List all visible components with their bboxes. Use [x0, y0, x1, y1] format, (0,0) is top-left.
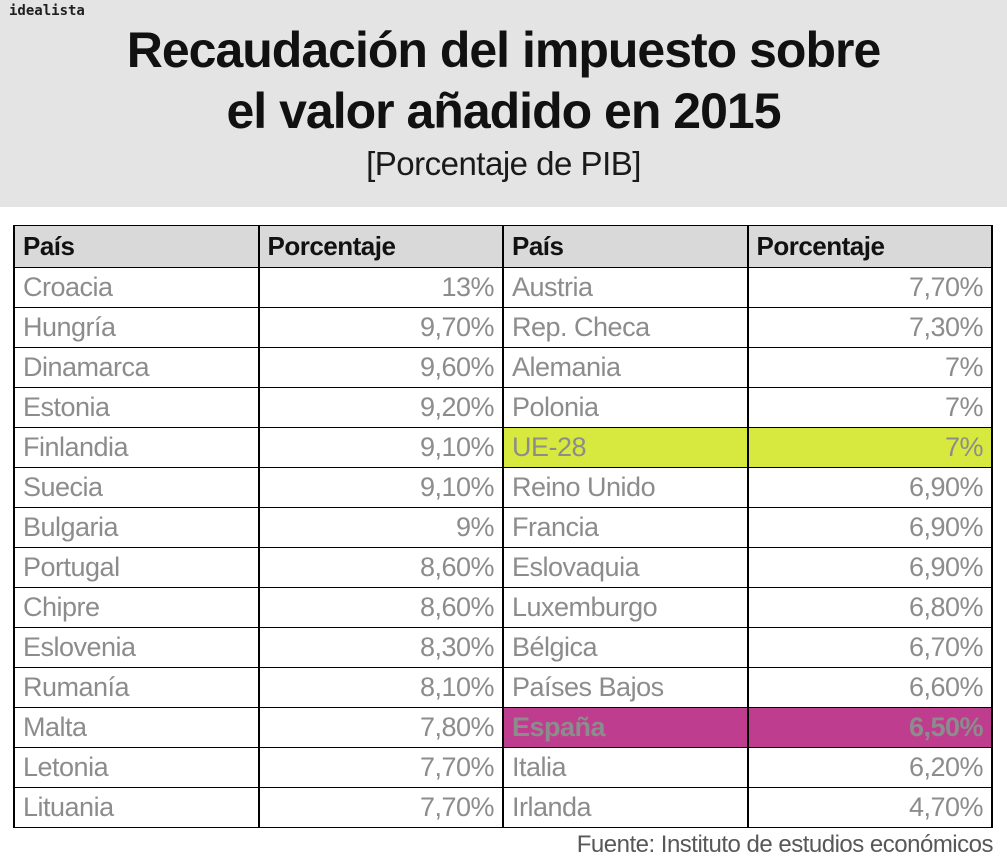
cell-country: Lituania [13, 787, 260, 828]
cell-country: Rep. Checa [502, 307, 749, 348]
cell-country: Italia [502, 747, 749, 788]
cell-value: 7% [746, 387, 993, 428]
cell-country: Francia [502, 507, 749, 548]
table-row: Chipre 8,60% Luxemburgo 6,80% [13, 587, 993, 628]
cell-country: UE-28 [502, 427, 749, 468]
table-body: Croacia 13% Austria 7,70% Hungría 9,70% Rep. C… [13, 267, 993, 828]
header-cell-percentage-left: Porcentaje [257, 225, 504, 268]
cell-country: Letonia [13, 747, 260, 788]
cell-value: 9,70% [257, 307, 504, 348]
cell-value: 9% [257, 507, 504, 548]
page-title: Recaudación del impuesto sobre el valor … [0, 0, 1007, 142]
page-subtitle: [Porcentaje de PIB] [366, 145, 641, 182]
cell-country: Alemania [502, 347, 749, 388]
cell-value: 8,30% [257, 627, 504, 668]
cell-country: Suecia [13, 467, 260, 508]
header-cell-country-left: País [13, 225, 260, 268]
cell-value: 6,60% [746, 667, 993, 708]
table-row: Rumanía 8,10% Países Bajos 6,60% [13, 667, 993, 708]
cell-value: 7,70% [746, 267, 993, 308]
cell-value: 6,90% [746, 467, 993, 508]
cell-country: Eslovaquia [502, 547, 749, 588]
table-row: Estonia 9,20% Polonia 7% [13, 387, 993, 428]
cell-value: 8,60% [257, 587, 504, 628]
title-line-1: Recaudación del impuesto sobre [126, 22, 882, 78]
cell-country: Irlanda [502, 787, 749, 828]
cell-value: 7,30% [746, 307, 993, 348]
header-cell-country-right: País [502, 225, 749, 268]
cell-value: 7,70% [257, 747, 504, 788]
cell-value: 6,80% [746, 587, 993, 628]
cell-value: 6,20% [746, 747, 993, 788]
cell-country: Hungría [13, 307, 260, 348]
cell-country: España [502, 707, 749, 748]
table-row: Portugal 8,60% Eslovaquia 6,90% [13, 547, 993, 588]
table-header-row: País Porcentaje País Porcentaje [13, 225, 993, 268]
cell-country: Países Bajos [502, 667, 749, 708]
cell-country: Luxemburgo [502, 587, 749, 628]
cell-country: Estonia [13, 387, 260, 428]
cell-country: Reino Unido [502, 467, 749, 508]
cell-country: Austria [502, 267, 749, 308]
cell-country: Croacia [13, 267, 260, 308]
cell-country: Malta [13, 707, 260, 748]
cell-value: 13% [257, 267, 504, 308]
vat-table: País Porcentaje País Porcentaje Croacia 1… [13, 225, 993, 828]
cell-country: Polonia [502, 387, 749, 428]
table-row: Croacia 13% Austria 7,70% [13, 267, 993, 308]
cell-value: 9,10% [257, 467, 504, 508]
cell-value: 9,60% [257, 347, 504, 388]
header-cell-percentage-right: Porcentaje [746, 225, 993, 268]
cell-country: Chipre [13, 587, 260, 628]
cell-country: Rumanía [13, 667, 260, 708]
cell-value: 4,70% [746, 787, 993, 828]
cell-country: Dinamarca [13, 347, 260, 388]
table-row: Suecia 9,10% Reino Unido 6,90% [13, 467, 993, 508]
table-row: Eslovenia 8,30% Bélgica 6,70% [13, 627, 993, 668]
cell-value: 7,80% [257, 707, 504, 748]
cell-value: 6,90% [746, 547, 993, 588]
cell-value: 6,90% [746, 507, 993, 548]
idealista-logo: idealista [9, 3, 85, 19]
cell-value: 7,70% [257, 787, 504, 828]
table-row: Letonia 7,70% Italia 6,20% [13, 747, 993, 788]
cell-country: Portugal [13, 547, 260, 588]
source-note: Fuente: Instituto de estudios económicos [576, 831, 994, 858]
cell-country: Finlandia [13, 427, 260, 468]
title-line-2: el valor añadido en 2015 [226, 83, 781, 139]
cell-value: 7% [746, 427, 993, 468]
table-row: Lituania 7,70% Irlanda 4,70% [13, 787, 993, 828]
cell-value: 8,10% [257, 667, 504, 708]
cell-value: 9,10% [257, 427, 504, 468]
header-band: idealista Recaudación del impuesto sobre… [0, 0, 1007, 207]
table-row: Malta 7,80% España 6,50% [13, 707, 993, 748]
table-row: Bulgaria 9% Francia 6,90% [13, 507, 993, 548]
cell-country: Bélgica [502, 627, 749, 668]
cell-value: 9,20% [257, 387, 504, 428]
cell-value: 7% [746, 347, 993, 388]
table-row: Dinamarca 9,60% Alemania 7% [13, 347, 993, 388]
table-row: Finlandia 9,10% UE-28 7% [13, 427, 993, 468]
cell-country: Eslovenia [13, 627, 260, 668]
cell-value: 6,70% [746, 627, 993, 668]
cell-value: 6,50% [746, 707, 993, 748]
cell-country: Bulgaria [13, 507, 260, 548]
table-row: Hungría 9,70% Rep. Checa 7,30% [13, 307, 993, 348]
cell-value: 8,60% [257, 547, 504, 588]
